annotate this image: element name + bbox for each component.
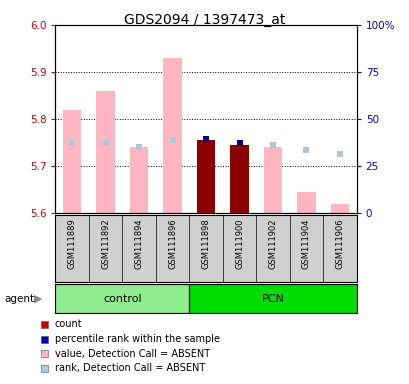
Text: GDS2094 / 1397473_at: GDS2094 / 1397473_at: [124, 13, 285, 27]
Bar: [63, 109, 81, 213]
Text: PCN: PCN: [261, 293, 284, 304]
Text: value, Detection Call = ABSENT: value, Detection Call = ABSENT: [54, 349, 209, 359]
Bar: [189, 284, 356, 313]
Bar: [96, 91, 115, 213]
Bar: [130, 147, 148, 213]
Text: GSM111896: GSM111896: [168, 218, 177, 269]
Bar: [55, 284, 189, 313]
Bar: [330, 204, 348, 213]
Text: rank, Detection Call = ABSENT: rank, Detection Call = ABSENT: [54, 363, 204, 373]
Text: GSM111902: GSM111902: [268, 218, 277, 269]
Text: GSM111900: GSM111900: [234, 218, 243, 269]
Text: ▶: ▶: [34, 294, 42, 304]
Text: GSM111894: GSM111894: [134, 218, 143, 269]
Text: GSM111906: GSM111906: [335, 218, 344, 269]
Text: GSM111892: GSM111892: [101, 218, 110, 269]
Text: count: count: [54, 319, 82, 329]
Text: GSM111898: GSM111898: [201, 218, 210, 269]
Text: GSM111889: GSM111889: [67, 218, 76, 269]
Text: percentile rank within the sample: percentile rank within the sample: [54, 334, 219, 344]
Bar: [163, 58, 181, 213]
Text: agent: agent: [4, 294, 34, 304]
Bar: [297, 192, 315, 213]
Text: GSM111904: GSM111904: [301, 218, 310, 269]
Bar: [263, 147, 281, 213]
Bar: [196, 140, 215, 213]
Bar: [230, 145, 248, 213]
Text: control: control: [103, 293, 141, 304]
